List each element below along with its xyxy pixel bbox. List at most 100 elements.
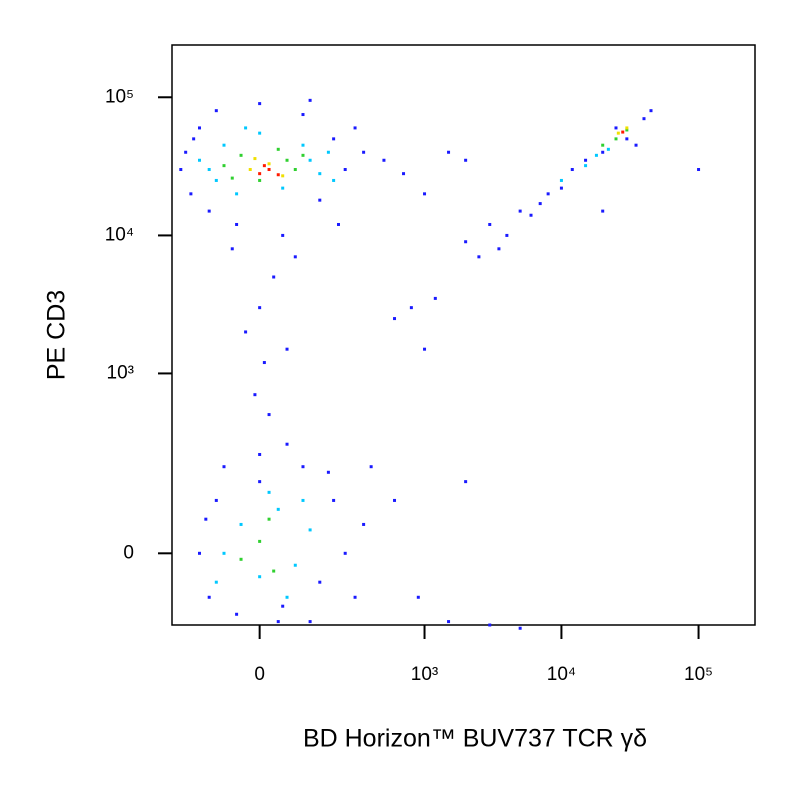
point [244, 126, 248, 130]
point [281, 604, 285, 608]
point [559, 186, 563, 190]
point [267, 517, 271, 521]
x-tick-label: 10⁴ [547, 664, 576, 685]
point [253, 393, 257, 397]
point [343, 168, 347, 172]
point [258, 178, 262, 182]
point [332, 498, 336, 502]
point [184, 150, 188, 154]
point [285, 158, 289, 162]
point [285, 595, 289, 599]
point [235, 222, 239, 226]
point [353, 595, 357, 599]
point [642, 117, 646, 121]
point [222, 143, 226, 147]
y-tick-label: 10³ [107, 362, 134, 383]
y-tick-label: 10⁴ [105, 224, 134, 245]
point [267, 162, 271, 166]
point [447, 620, 451, 624]
point [207, 595, 211, 599]
point [258, 102, 262, 106]
point [477, 255, 481, 259]
point [293, 255, 297, 259]
point [464, 480, 468, 484]
point [244, 330, 248, 334]
point [276, 507, 280, 511]
point [616, 131, 620, 135]
plot-frame [171, 44, 756, 626]
point [318, 198, 322, 202]
point [222, 164, 226, 168]
point [518, 626, 522, 630]
point [488, 222, 492, 226]
point [235, 192, 239, 196]
point [601, 209, 605, 213]
point [464, 240, 468, 244]
point [198, 158, 202, 162]
y-tick-label: 0 [123, 542, 134, 563]
point [301, 498, 305, 502]
point [584, 164, 588, 168]
point [276, 147, 280, 151]
x-tick-label: 0 [254, 664, 265, 685]
point [497, 247, 501, 251]
point [301, 153, 305, 157]
point [423, 192, 427, 196]
point [308, 158, 312, 162]
point [606, 147, 610, 151]
point [301, 143, 305, 147]
point [239, 153, 243, 157]
point [518, 209, 522, 213]
point [281, 233, 285, 237]
point [276, 620, 280, 624]
point [204, 517, 208, 521]
point [488, 623, 492, 627]
point [308, 620, 312, 624]
point [258, 539, 262, 543]
point [570, 168, 574, 172]
x-tick-label: 10⁵ [684, 664, 713, 685]
point [293, 563, 297, 567]
point [308, 528, 312, 532]
point [230, 247, 234, 251]
point [362, 150, 366, 154]
point [253, 157, 257, 161]
point [301, 113, 305, 117]
x-axis-title: BD Horizon™ BUV737 TCR γδ [303, 725, 647, 753]
point [625, 128, 629, 132]
point [505, 233, 509, 237]
y-tick-label: 10⁵ [105, 86, 134, 107]
point [293, 168, 297, 172]
point [192, 137, 196, 141]
point [258, 306, 262, 310]
point [239, 557, 243, 561]
point [326, 150, 330, 154]
point [343, 551, 347, 555]
point [584, 158, 588, 162]
point [258, 172, 262, 176]
point [625, 126, 629, 130]
point [301, 465, 305, 469]
point [262, 361, 266, 365]
point [409, 306, 413, 310]
point [230, 176, 234, 180]
point [267, 168, 271, 172]
y-axis-title: PE CD3 [43, 290, 71, 380]
point [272, 569, 276, 573]
point [267, 490, 271, 494]
point [332, 178, 336, 182]
point [625, 137, 629, 141]
point [214, 178, 218, 182]
point [614, 137, 618, 141]
point [336, 222, 340, 226]
point [258, 575, 262, 579]
point [207, 209, 211, 213]
point [198, 551, 202, 555]
point [222, 551, 226, 555]
point [198, 126, 202, 130]
point [423, 347, 427, 351]
point [207, 168, 211, 172]
point [382, 158, 386, 162]
point [634, 143, 638, 147]
